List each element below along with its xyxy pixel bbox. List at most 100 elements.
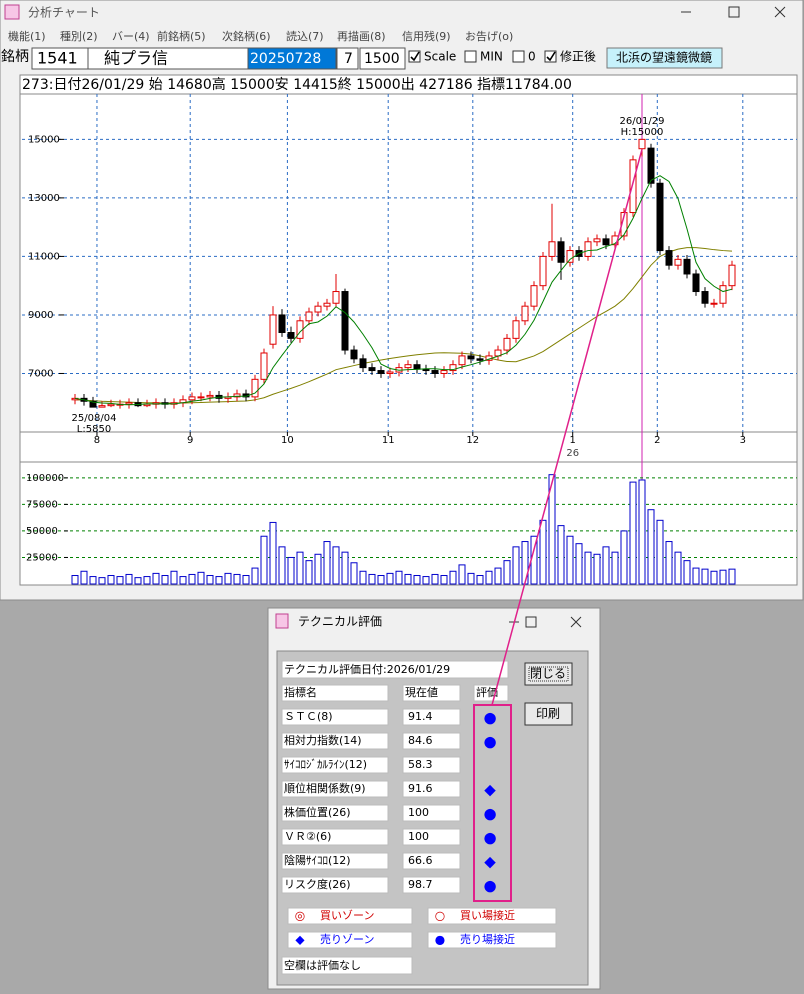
field — [402, 780, 461, 798]
checkbox[interactable] — [464, 50, 477, 63]
menu-item: 機能(1) — [8, 29, 46, 43]
volume-bar — [512, 546, 520, 585]
indicator-value: 84.6 — [408, 734, 433, 747]
button[interactable] — [524, 702, 573, 726]
candle-body — [251, 378, 259, 398]
volume-bar — [467, 572, 475, 585]
checkbox[interactable] — [408, 50, 421, 63]
candle-body — [683, 258, 691, 275]
menu-item: 次銘柄(6) — [222, 29, 271, 43]
check-mark — [546, 51, 556, 62]
volume-bar — [638, 479, 646, 585]
candle-body — [278, 314, 286, 334]
indicator-name: 順位相関係数(9) — [284, 781, 366, 795]
checkbox[interactable] — [512, 50, 525, 63]
candle-body — [305, 311, 313, 322]
indicator-value: 100 — [408, 806, 429, 819]
field — [402, 756, 461, 774]
candle-body — [287, 332, 295, 339]
legend-symbol: ◎ — [295, 909, 305, 923]
volume-bar — [629, 481, 637, 585]
text-field[interactable] — [336, 47, 359, 70]
field — [402, 732, 461, 750]
button[interactable] — [524, 662, 573, 686]
rating: ● — [483, 805, 496, 823]
x-tick-label: 12 — [466, 435, 479, 446]
volume-bar — [188, 573, 196, 585]
close[interactable] — [774, 6, 786, 18]
candle-body — [260, 352, 268, 380]
candle-body — [476, 358, 484, 361]
column-header: 現在値 — [405, 686, 438, 699]
legend-label: 売りゾーン — [320, 933, 374, 946]
annotation: H:15000 — [621, 127, 664, 138]
volume-bar — [584, 551, 592, 585]
field — [281, 684, 389, 702]
text-field[interactable] — [359, 47, 406, 70]
candle-body — [413, 364, 421, 370]
rating: ◆ — [484, 781, 496, 799]
close[interactable] — [570, 616, 582, 628]
candle-body — [404, 364, 412, 369]
candle-body — [593, 238, 601, 243]
annotation: 25/08/04 — [72, 413, 117, 424]
indicator-name: ｻｲｺﾛｼﾞｶﾙﾗｲﾝ(12) — [284, 758, 367, 771]
volume-bar — [431, 573, 439, 585]
field — [281, 780, 389, 798]
volume-bar — [485, 570, 493, 585]
maximize[interactable] — [525, 616, 537, 628]
legend-symbol: ● — [435, 933, 445, 947]
candle-body — [602, 238, 610, 246]
menu-item: 信用残(9) — [402, 29, 451, 43]
field — [427, 907, 557, 925]
x-tick-label: 8 — [94, 435, 100, 446]
volume-bar — [611, 551, 619, 585]
checkbox[interactable] — [544, 50, 557, 63]
volume-bar — [287, 556, 295, 585]
indicator-value: 91.6 — [408, 782, 433, 795]
volume-bar — [674, 551, 682, 585]
indicator-value: 98.7 — [408, 878, 433, 891]
menu-item: 前銘柄(5) — [157, 29, 206, 43]
rating: ● — [483, 733, 496, 751]
indicator-value: 58.3 — [408, 758, 433, 771]
button[interactable] — [606, 47, 723, 69]
volume-bar — [125, 573, 133, 585]
field — [281, 876, 389, 894]
volume-bar — [89, 576, 97, 585]
volume-bar — [260, 535, 268, 585]
candle-body — [449, 364, 457, 372]
candle-body — [197, 396, 205, 399]
volume-bar — [458, 564, 466, 585]
x-tick-label: 9 — [187, 435, 193, 446]
eval-date: テクニカル評価日付:2026/01/29 — [284, 662, 450, 676]
indicator-name: 陰陽ｻｲｺﾛ(12) — [284, 853, 351, 867]
volume-bar — [242, 575, 250, 585]
volume-bar — [395, 570, 403, 585]
y-tick-label: 75000 — [26, 499, 58, 510]
candle-body — [377, 370, 385, 374]
volume-bar — [80, 570, 88, 585]
window-title: 分析チャート — [28, 6, 100, 20]
volume-bar — [233, 573, 241, 585]
volume-bar — [161, 575, 169, 585]
field — [281, 852, 389, 870]
volume-bar — [683, 560, 691, 585]
annotation: L:5850 — [77, 424, 111, 435]
candle-body — [539, 255, 547, 287]
check-mark — [410, 51, 420, 62]
candle-body — [368, 367, 376, 372]
text-field[interactable] — [247, 47, 337, 70]
volume-bar — [206, 575, 214, 585]
menu-item: 種別(2) — [60, 29, 98, 43]
maximize[interactable] — [728, 6, 740, 18]
moving-average — [74, 175, 733, 406]
indicator-value: 100 — [408, 830, 429, 843]
menu-item: バー(4) — [112, 30, 150, 43]
x-tick-label: 3 — [740, 435, 746, 446]
indicator-name: 相対力指数(14) — [284, 733, 362, 747]
candle-body — [674, 258, 682, 266]
field — [402, 708, 461, 726]
candle-body — [548, 241, 556, 257]
